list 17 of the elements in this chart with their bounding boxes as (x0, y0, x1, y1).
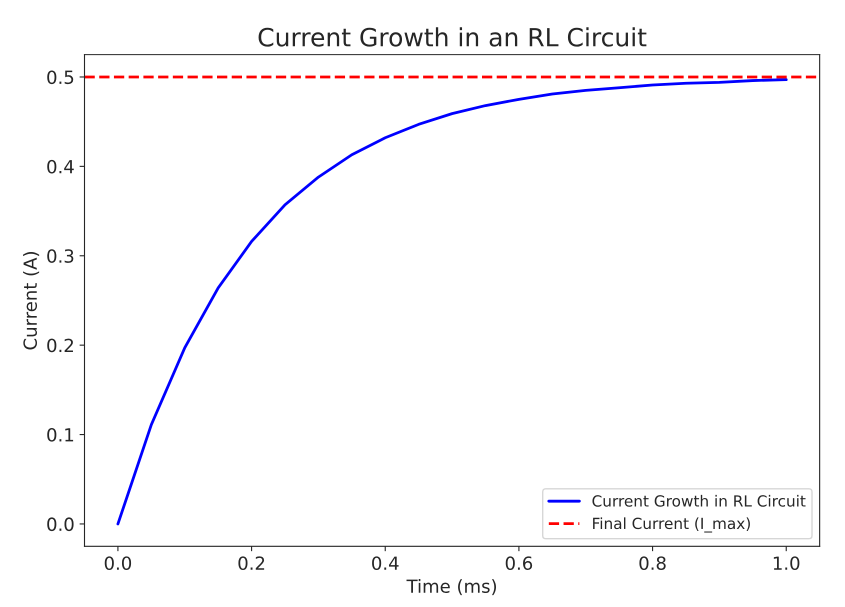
x-tick-label: 0.0 (104, 556, 132, 570)
y-tick-label: 0.2 (47, 338, 73, 352)
y-tick-label: 0.0 (47, 517, 74, 532)
x-tick-label: 0.4 (372, 556, 399, 570)
y-tick-label: 0.3 (47, 249, 74, 263)
x-tick-label: 0.6 (506, 556, 532, 570)
x-axis-title: Time (ms) (406, 579, 496, 596)
y-tick-label: 0.1 (47, 428, 74, 442)
x-tick-label: 0.2 (238, 556, 264, 570)
y-tick-label: 0.5 (47, 70, 74, 84)
y-axis-title: Current (A) (23, 252, 40, 350)
legend-label: Final Current (I_max) (593, 517, 750, 533)
legend-label: Current Growth in RL Circuit (592, 494, 806, 507)
y-tick-label: 0.4 (47, 160, 74, 174)
chart-title: Current Growth in an RL Circuit (258, 27, 646, 47)
x-tick-label: 1.0 (774, 556, 800, 570)
x-tick-label: 0.8 (639, 556, 666, 570)
